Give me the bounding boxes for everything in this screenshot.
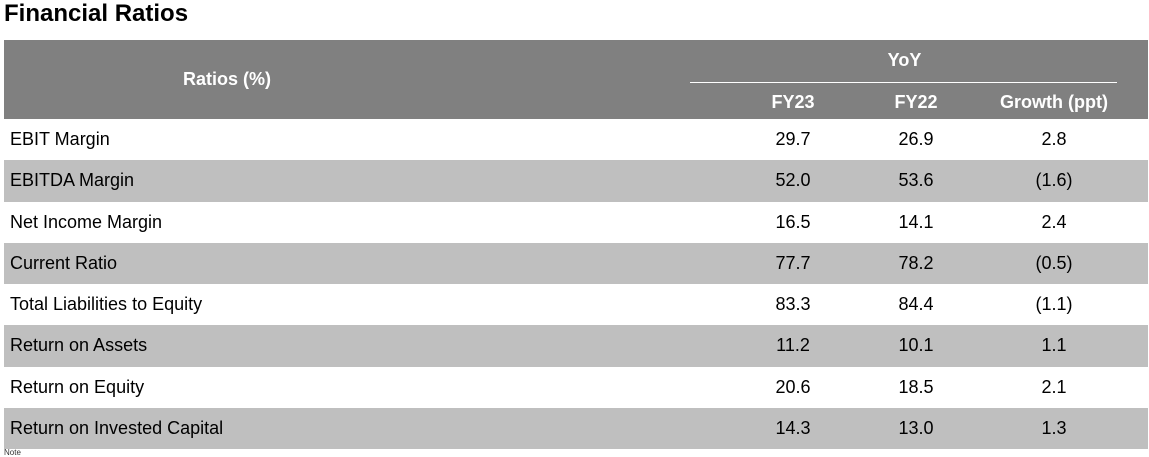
cell-fy22: 10.1 — [898, 335, 934, 356]
cell-growth: 1.3 — [1041, 418, 1067, 439]
cell-fy23: 20.6 — [775, 376, 811, 397]
table-row: Return on Equity 20.6 18.5 2.1 — [4, 367, 1148, 408]
row-label: Return on Invested Capital — [10, 418, 224, 439]
row-label: EBITDA Margin — [10, 170, 135, 191]
cell-fy22: 84.4 — [898, 294, 934, 315]
cell-fy22: 78.2 — [898, 252, 934, 273]
row-label: EBIT Margin — [10, 129, 110, 149]
cell-growth: 1.1 — [1041, 335, 1067, 356]
header-divider — [690, 82, 1117, 83]
row-label: Return on Assets — [10, 335, 148, 356]
cell-growth: (0.5) — [1035, 252, 1073, 273]
yoy-group-header: YoY — [887, 50, 922, 70]
table-row: Current Ratio 77.7 78.2 (0.5) — [4, 242, 1148, 285]
cell-fy23: 11.2 — [776, 335, 810, 356]
row-label: Net Income Margin — [10, 211, 163, 232]
cell-growth: (1.1) — [1035, 294, 1073, 315]
table-header: Ratios (%) YoY FY23 FY22 Growth (ppt) — [4, 40, 1148, 119]
table-row: EBITDA Margin 52.0 53.6 (1.6) — [4, 160, 1148, 202]
table-body: EBIT Margin 29.7 26.9 2.8 EBITDA Margin 52.0 5… — [4, 119, 1148, 450]
table-row: Net Income Margin 16.5 14.1 2.4 — [4, 202, 1148, 243]
cell-growth: 2.4 — [1041, 211, 1067, 232]
table-row: Return on Invested Capital 14.3 13.0 1.3 — [4, 408, 1148, 450]
column-header-fy22: FY22 — [894, 92, 938, 112]
cell-fy23: 29.7 — [775, 129, 811, 149]
cell-fy22: 13.0 — [898, 418, 934, 439]
table-row: Return on Assets 11.2 10.1 1.1 — [4, 325, 1148, 367]
cell-fy22: 14.1 — [898, 211, 934, 232]
cell-fy23: 77.7 — [775, 252, 811, 273]
cell-fy23: 14.3 — [775, 418, 811, 439]
cell-fy23: 52.0 — [775, 170, 811, 191]
cell-fy22: 26.9 — [898, 129, 934, 149]
table-row: Total Liabilities to Equity 83.3 84.4 (1.1) — [4, 284, 1148, 325]
cell-growth: 2.1 — [1041, 376, 1067, 397]
footnote: Note — [4, 448, 21, 457]
table-row: EBIT Margin 29.7 26.9 2.8 — [4, 119, 1148, 160]
page-title: Financial Ratios — [4, 0, 189, 27]
cell-growth: 2.8 — [1041, 129, 1067, 149]
cell-growth: (1.6) — [1035, 170, 1073, 191]
cell-fy22: 18.5 — [898, 376, 934, 397]
row-label: Return on Equity — [10, 376, 145, 397]
cell-fy23: 16.5 — [775, 211, 811, 232]
column-header-fy23: FY23 — [771, 92, 815, 112]
metric-column-header: Ratios (%) — [182, 69, 271, 89]
column-header-growth: Growth (ppt) — [1000, 92, 1108, 112]
row-label: Current Ratio — [10, 252, 118, 273]
financial-ratios-table: Ratios (%) YoY FY23 FY22 Growth (ppt) EB… — [4, 40, 1148, 450]
row-label: Total Liabilities to Equity — [10, 294, 203, 315]
cell-fy22: 53.6 — [898, 170, 934, 191]
cell-fy23: 83.3 — [775, 294, 811, 315]
